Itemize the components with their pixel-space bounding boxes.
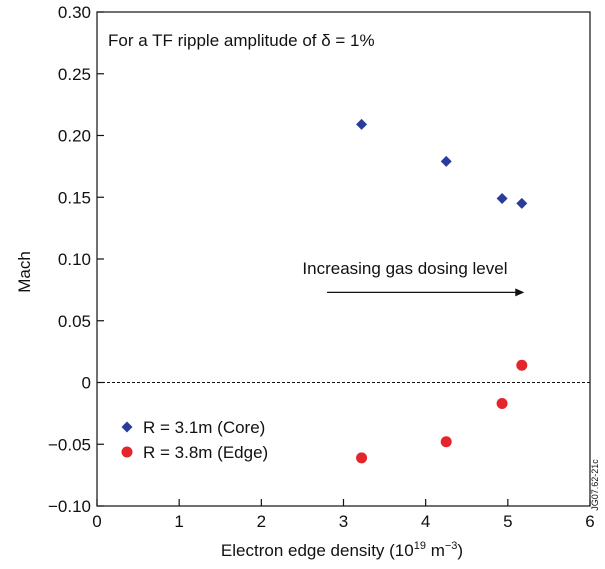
x-axis-label-unit-exponent: −3 <box>445 540 458 552</box>
x-axis-label-end: ) <box>457 541 463 560</box>
gas-dosing-annotation: Increasing gas dosing level <box>302 259 525 297</box>
y-tick-label: 0.05 <box>58 312 91 331</box>
data-point-core <box>356 118 368 130</box>
data-point-edge <box>496 397 508 409</box>
y-tick-label: 0.15 <box>58 188 91 207</box>
y-tick-label: −0.10 <box>48 497 91 516</box>
x-tick-label: 1 <box>174 512 183 531</box>
y-tick-label: 0 <box>82 374 91 393</box>
data-point-edge <box>440 436 452 448</box>
legend-label-core: R = 3.1m (Core) <box>143 418 265 437</box>
y-tick-label: 0.20 <box>58 127 91 146</box>
x-tick-label: 3 <box>339 512 348 531</box>
x-axis-label-unit: m <box>426 541 445 560</box>
y-tick-label: 0.30 <box>58 3 91 22</box>
y-tick-label: 0.10 <box>58 250 91 269</box>
y-tick-label: −0.05 <box>48 435 91 454</box>
data-point-core <box>440 155 452 167</box>
y-axis: −0.10 −0.05 0 0.05 0.10 0.15 0.20 0.25 0.30 <box>48 3 104 516</box>
data-point-edge <box>516 359 528 371</box>
x-tick-label: 2 <box>257 512 266 531</box>
y-axis-label: Mach <box>15 251 34 293</box>
figure-id: JG07.62-21c <box>590 459 600 511</box>
data-point-edge <box>356 452 368 464</box>
x-tick-label: 6 <box>585 512 594 531</box>
y-tick-label: 0.25 <box>58 65 91 84</box>
x-tick-label: 5 <box>503 512 512 531</box>
x-axis-label: Electron edge density (1019 m−3) <box>221 540 463 560</box>
annotation-arrow-head <box>515 288 525 297</box>
data-point-core <box>516 197 528 209</box>
x-tick-label: 4 <box>421 512 430 531</box>
x-axis-label-main: Electron edge density (10 <box>221 541 414 560</box>
x-axis-label-exponent: 19 <box>414 540 426 552</box>
legend-marker-core <box>121 421 133 433</box>
legend-marker-edge <box>121 446 133 458</box>
chart-title: For a TF ripple amplitude of δ = 1% <box>108 31 375 50</box>
legend: R = 3.1m (Core) R = 3.8m (Edge) <box>121 418 268 462</box>
legend-label-edge: R = 3.8m (Edge) <box>143 443 268 462</box>
data-point-core <box>496 192 508 204</box>
data-points <box>356 118 528 464</box>
x-axis: 0 1 2 3 4 5 6 <box>92 499 595 531</box>
annotation-text: Increasing gas dosing level <box>302 259 507 278</box>
x-tick-label: 0 <box>92 512 101 531</box>
